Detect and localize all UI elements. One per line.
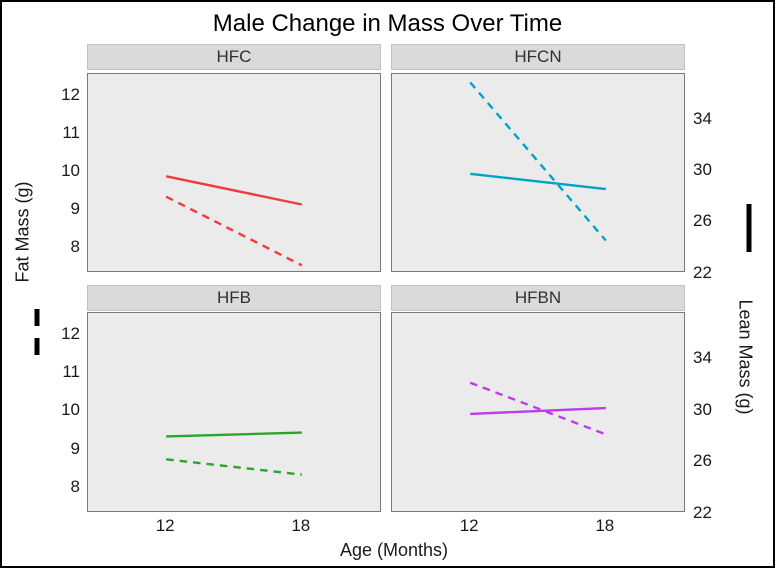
fat-mass-line-hfb <box>166 458 302 476</box>
x-axis-title: Age (Months) <box>339 540 449 560</box>
facet-strip-label: HFC <box>216 47 252 66</box>
lean-mass-line-hfb <box>166 431 302 438</box>
solid-linetype-legend-key <box>743 201 755 255</box>
fat-mass-tick-label: 12 <box>61 84 80 104</box>
facet-strip-hfc: HFC <box>87 44 381 70</box>
facet-strip-hfbn: HFBN <box>391 285 685 311</box>
plot-panel-hfb <box>87 312 381 512</box>
lean-mass-tick-label: 26 <box>693 211 712 231</box>
age-tick-label: 18 <box>291 516 311 535</box>
fat-mass-tick-label: 8 <box>70 237 80 257</box>
age-tick-label: 18 <box>595 516 615 535</box>
facet-strip-label: HFCN <box>514 47 562 66</box>
fat-mass-line-hfc <box>165 195 303 267</box>
fat-mass-line-hfcn <box>469 81 607 242</box>
panel-canvas <box>165 175 303 267</box>
plot-panel-hfc <box>87 73 381 272</box>
fat-mass-tick-label: 10 <box>61 400 80 420</box>
facet-strip-hfcn: HFCN <box>391 44 685 70</box>
facet-strip-label: HFB <box>217 288 251 307</box>
fat-mass-tick-label: 9 <box>70 438 80 458</box>
panel-canvas <box>166 431 302 476</box>
chart-title: Male Change in Mass Over Time <box>212 10 563 37</box>
plot-panel-hfcn <box>391 73 685 272</box>
lean-mass-tick-label: 34 <box>693 109 712 129</box>
facet-strip-hfb: HFB <box>87 285 381 311</box>
dashed-line-icon <box>34 309 40 357</box>
dashed-linetype-legend-key <box>31 306 43 360</box>
lean-mass-tick-label: 30 <box>693 399 712 419</box>
fat-mass-tick-label: 12 <box>61 323 80 343</box>
lean-mass-tick-label: 22 <box>693 262 712 282</box>
panel-canvas <box>469 381 607 436</box>
fat-mass-line-hfbn <box>469 381 607 436</box>
left-axis-title: Fat Mass (g) <box>12 181 33 283</box>
fat-mass-tick-label: 9 <box>70 199 80 219</box>
fat-mass-tick-label: 11 <box>62 362 80 382</box>
age-tick-label: 12 <box>459 516 479 535</box>
facet-strip-label: HFBN <box>514 288 562 307</box>
fat-mass-tick-label: 10 <box>61 160 80 180</box>
fat-mass-tick-label: 8 <box>70 477 80 497</box>
age-tick-label: 12 <box>155 516 175 535</box>
lean-mass-line-hfbn <box>470 406 606 416</box>
lean-mass-tick-label: 26 <box>693 451 712 471</box>
lean-mass-tick-label: 30 <box>693 160 712 180</box>
lean-mass-tick-label: 22 <box>693 502 712 522</box>
lean-mass-line-hfcn <box>470 172 606 191</box>
lean-mass-line-hfc <box>165 175 303 206</box>
lean-mass-tick-label: 34 <box>693 348 712 368</box>
solid-line-icon <box>746 204 752 252</box>
plot-panel-hfbn <box>391 312 685 512</box>
panel-canvas <box>469 81 607 242</box>
fat-mass-tick-label: 11 <box>62 122 80 142</box>
